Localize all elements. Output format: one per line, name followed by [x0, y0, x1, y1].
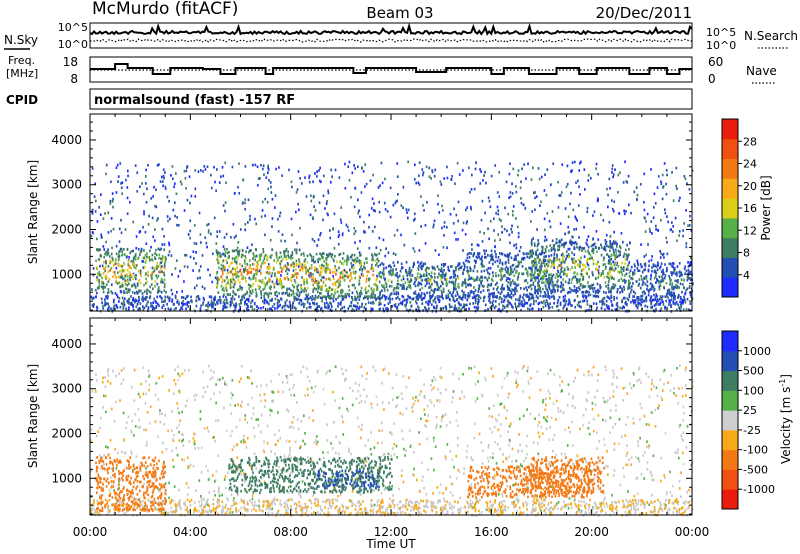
velocity-colorbar-tick: -1000: [743, 483, 775, 496]
power-scatter-cells: [90, 160, 694, 313]
power-colorbar-block: [722, 198, 738, 219]
power-y-axis-label: Slant Range [km]: [26, 160, 40, 264]
velocity-ytick-2000: 2000: [51, 427, 82, 441]
x-tick-6: 00:00: [675, 525, 710, 539]
power-ytick-1000: 1000: [51, 267, 82, 281]
velocity-colorbar-block: [722, 449, 738, 470]
power-colorbar-tick: 20: [743, 180, 757, 193]
x-tick-3: 12:00: [374, 525, 409, 539]
power-ytick-4000: 4000: [51, 133, 82, 147]
velocity-ytick-1000: 1000: [51, 471, 82, 485]
nave-right-tick-low: 0: [708, 72, 716, 86]
velocity-colorbar-tick: -500: [743, 463, 768, 476]
velocity-colorbar-tick: 1000: [743, 345, 771, 358]
velocity-colorbar-block: [722, 350, 738, 372]
power-colorbar-tick: 4: [743, 269, 750, 282]
power-colorbar-tick: 24: [743, 158, 757, 171]
power-colorbar-block: [722, 178, 738, 199]
noise-right-label: N.Search: [744, 29, 798, 43]
velocity-y-axis-label: Slant Range [km]: [26, 364, 40, 468]
x-tick-2: 08:00: [273, 525, 308, 539]
noise-right-tick-low: 10^0: [706, 39, 736, 52]
velocity-colorbar-block: [722, 489, 738, 510]
velocity-colorbar-block: [722, 410, 738, 431]
velocity-panel: 1000 2000 3000 4000 00:00 04:00 08:00 12:00 16:…: [26, 114, 709, 551]
velocity-x-ticks: 00:00 04:00 08:00 12:00 16:00 20:00 00:00: [73, 114, 710, 539]
velocity-colorbar: -1000 -500 -100 -25 25 100 500 1000 Velocity [m…: [721, 330, 793, 510]
power-colorbar-tick: 8: [743, 247, 750, 260]
noise-left-label: N.Sky: [4, 33, 38, 47]
power-colorbar-block: [722, 119, 738, 140]
velocity-scatter-cells: [90, 364, 694, 517]
power-colorbar-tick: 12: [743, 224, 757, 237]
power-colorbar-tick: 16: [743, 202, 757, 215]
power-colorbar-block: [722, 138, 738, 160]
noise-search-line: [89, 38, 693, 43]
velocity-colorbar-tick: 25: [743, 404, 757, 417]
velocity-colorbar-tick: 100: [743, 384, 764, 397]
power-ytick-2000: 2000: [51, 223, 82, 237]
velocity-colorbar-tick: 500: [743, 365, 764, 378]
power-y-ticks: 1000 2000 3000 4000: [51, 121, 692, 311]
power-colorbar-block: [722, 237, 738, 258]
velocity-colorbar-block: [722, 390, 738, 411]
power-colorbar-label: Power [dB]: [759, 175, 773, 240]
power-panel: 1000 2000 3000 4000 Slant Range [km]: [26, 113, 694, 313]
date-title: 20/Dec/2011: [596, 4, 692, 22]
nave-label: Nave: [746, 64, 777, 78]
power-colorbar-block: [722, 257, 738, 278]
freq-left-tick-high: 18: [63, 55, 78, 69]
x-axis-label: Time UT: [365, 537, 416, 551]
power-colorbar-block: [722, 217, 738, 239]
station-title: McMurdo (fitACF): [92, 0, 238, 19]
power-ytick-3000: 3000: [51, 178, 82, 192]
x-tick-1: 04:00: [173, 525, 208, 539]
x-tick-5: 20:00: [574, 525, 609, 539]
freq-label-line2: [MHz]: [6, 67, 38, 80]
velocity-colorbar-label: Velocity [m s-1]: [778, 374, 793, 464]
x-tick-4: 16:00: [474, 525, 509, 539]
power-colorbar-block: [722, 158, 738, 179]
velocity-ytick-4000: 4000: [51, 337, 82, 351]
noise-sky-line: [89, 22, 693, 36]
velocity-colorbar-tick: -100: [743, 444, 768, 457]
cpid-label: CPID: [6, 93, 38, 107]
velocity-ytick-3000: 3000: [51, 382, 82, 396]
velocity-colorbar-block: [722, 469, 738, 490]
beam-title: Beam 03: [366, 4, 433, 22]
velocity-colorbar-block: [722, 429, 738, 451]
frequency-line: [90, 63, 692, 75]
freq-left-tick-low: 8: [70, 72, 78, 86]
x-tick-0: 00:00: [73, 525, 108, 539]
noise-left-tick-high: 10^5: [58, 21, 88, 34]
power-colorbar-block: [722, 277, 738, 298]
noise-right-tick-high: 10^5: [706, 26, 736, 39]
power-colorbar: 4 8 12 16 20 24 28 Power [dB]: [721, 118, 773, 298]
nave-right-tick-high: 60: [708, 55, 723, 69]
velocity-y-ticks: 1000 2000 3000 4000: [51, 325, 692, 515]
cpid-text: normalsound (fast) -157 RF: [94, 93, 295, 108]
noise-panel: N.Sky 10^5 10^0 10^5 10^0 N.Search: [4, 21, 798, 52]
freq-label-line1: Freq.: [8, 54, 35, 67]
velocity-colorbar-block: [722, 370, 738, 391]
velocity-colorbar-tick: -25: [743, 424, 761, 437]
frequency-panel: Freq. [MHz] 18 8 60 0 Nave: [6, 54, 777, 86]
power-colorbar-tick: 28: [743, 135, 757, 148]
velocity-colorbar-block: [722, 331, 738, 352]
noise-left-tick-low: 10^0: [58, 38, 88, 51]
